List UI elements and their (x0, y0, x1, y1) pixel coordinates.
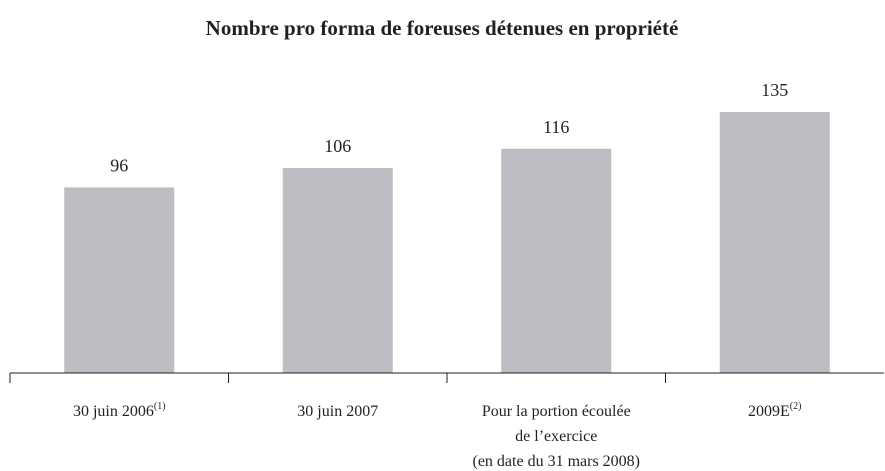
x-tick-label-text: 30 juin 2006 (73, 403, 154, 420)
footnote-ref: (1) (154, 401, 166, 412)
x-tick-label-text: 2009E (748, 403, 790, 420)
bar (719, 112, 830, 373)
x-tick-label-text: Pour la portion écoulée (482, 403, 631, 420)
bar (282, 168, 393, 373)
bar (501, 148, 612, 373)
chart-title: Nombre pro forma de foreuses détenues en… (206, 16, 679, 40)
value-label: 135 (761, 80, 788, 100)
value-label: 116 (543, 117, 569, 137)
x-tick-label: de l’exercice (515, 428, 597, 445)
value-label: 106 (324, 136, 351, 156)
x-tick-label: 30 juin 2007 (297, 403, 378, 420)
value-label: 96 (110, 156, 128, 176)
x-tick-label-text: de l’exercice (515, 428, 597, 445)
x-tick-label: Pour la portion écoulée (482, 403, 631, 420)
footnote-ref: (2) (790, 401, 802, 412)
bar (64, 187, 175, 373)
x-tick-label: (en date du 31 mars 2008) (472, 453, 640, 470)
x-tick-label-text: (en date du 31 mars 2008) (472, 453, 640, 470)
x-tick-label-text: 30 juin 2007 (297, 403, 378, 420)
x-tick-label: 2009E(2) (748, 401, 801, 419)
x-tick-label: 30 juin 2006(1) (73, 401, 166, 419)
